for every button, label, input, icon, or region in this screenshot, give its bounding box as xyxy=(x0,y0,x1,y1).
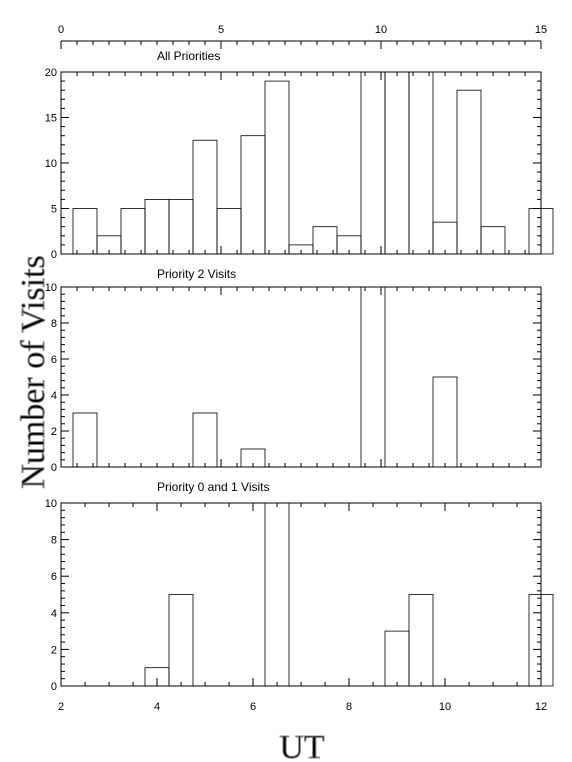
panel-priority-2: Priority 2 Visits 0 2 4 6 8 10 xyxy=(45,267,542,474)
histogram-bar xyxy=(432,376,458,468)
plot-frame xyxy=(60,502,542,687)
y-axis-label: Number of Visits xyxy=(15,255,52,488)
histogram-bar xyxy=(312,226,338,255)
y-tick-label: 10 xyxy=(45,158,57,170)
plot-frame xyxy=(60,71,542,255)
y-tick-label: 15 xyxy=(45,113,57,125)
histogram-bar xyxy=(192,412,218,468)
histogram-bar xyxy=(384,630,410,687)
bottom-x-tick-label: 6 xyxy=(250,701,256,713)
histogram-bar xyxy=(144,198,170,255)
histogram-bar xyxy=(168,594,194,687)
y-tick-label: 4 xyxy=(51,608,57,620)
histogram-bar xyxy=(192,139,218,255)
histogram-bar xyxy=(528,594,554,687)
histogram-bar xyxy=(432,221,458,255)
panel-all-priorities: All Priorities 0 5 10 15 20 0 5 10 15 xyxy=(45,24,554,261)
bottom-x-tick-label: 2 xyxy=(58,701,64,713)
panel-title-all-priorities: All Priorities xyxy=(157,49,220,63)
histogram-bar xyxy=(384,71,410,255)
y-tick-label: 10 xyxy=(45,498,57,510)
bottom-x-tick-label: 10 xyxy=(439,701,451,713)
y-tick-label: 2 xyxy=(51,426,57,438)
y-tick-label: 10 xyxy=(45,282,57,294)
histogram-bar xyxy=(264,502,290,687)
y-tick-label: 6 xyxy=(51,571,57,583)
bottom-x-tick-label: 8 xyxy=(346,701,352,713)
histogram-bar xyxy=(264,80,290,255)
histogram-bar xyxy=(360,71,386,255)
plot-frame xyxy=(60,286,542,468)
y-tick-label: 0 xyxy=(51,249,57,261)
top-x-tick-label: 0 xyxy=(58,24,64,36)
bottom-x-tick-label: 4 xyxy=(154,701,160,713)
bottom-x-tick-label: 12 xyxy=(535,701,547,713)
y-tick-label: 5 xyxy=(51,204,57,216)
histogram-bar xyxy=(408,594,434,687)
y-tick-label: 20 xyxy=(45,67,57,79)
panel-title-priority-2: Priority 2 Visits xyxy=(157,267,236,281)
y-tick-label: 2 xyxy=(51,644,57,656)
y-tick-label: 0 xyxy=(51,681,57,693)
x-axis-label: UT xyxy=(279,729,325,762)
y-tick-label: 6 xyxy=(51,354,57,366)
top-x-tick-label: 5 xyxy=(218,24,224,36)
histogram-bar xyxy=(72,412,98,468)
y-tick-label: 4 xyxy=(51,390,57,402)
histogram-bar xyxy=(240,448,266,468)
y-tick-label: 8 xyxy=(51,318,57,330)
histogram-bar xyxy=(240,135,266,255)
y-tick-label: 0 xyxy=(51,462,57,474)
top-x-tick-label: 15 xyxy=(535,24,547,36)
histogram-bar xyxy=(360,286,386,468)
histogram-bar xyxy=(408,71,434,255)
panel-title-priority-0-1: Priority 0 and 1 Visits xyxy=(157,480,270,494)
histogram-bar xyxy=(456,89,482,255)
top-x-tick-label: 10 xyxy=(375,24,387,36)
histogram-bar xyxy=(168,198,194,255)
histogram-bar xyxy=(480,226,506,255)
histogram-bar xyxy=(72,208,98,255)
histogram-bar xyxy=(120,208,146,255)
histogram-bar xyxy=(528,208,554,255)
y-tick-label: 8 xyxy=(51,535,57,547)
